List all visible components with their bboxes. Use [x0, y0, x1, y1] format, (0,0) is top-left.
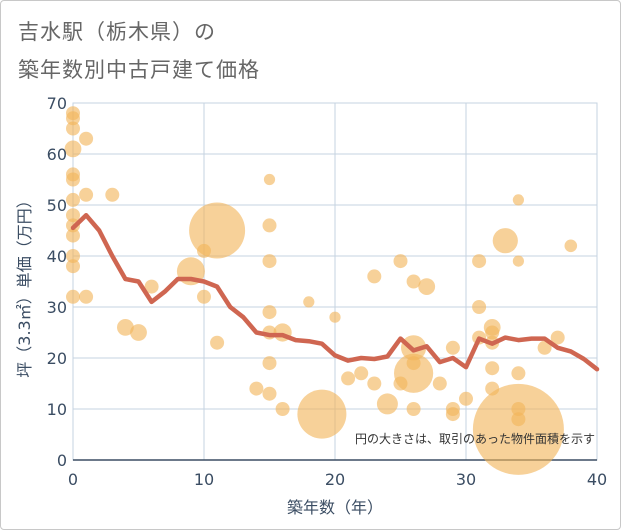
bubble-point [367, 376, 382, 391]
bubble-point [130, 324, 147, 341]
x-tick-label: 0 [68, 470, 78, 489]
bubble-point [249, 381, 264, 396]
bubble-point [537, 340, 552, 355]
bubble-point [262, 356, 277, 371]
y-tick-label: 50 [47, 196, 67, 215]
bubble-point [564, 239, 578, 253]
bubble-layer [64, 106, 578, 475]
bubble-point [376, 393, 398, 415]
trend-line [70, 212, 600, 372]
bubble-point [275, 402, 290, 416]
bubble-point [66, 111, 80, 126]
bubble-point [303, 296, 315, 308]
bubble-point [393, 254, 408, 269]
bubble-point [79, 289, 94, 304]
bubble-point [445, 407, 460, 422]
bubble-point [418, 278, 436, 295]
bubble-point [406, 274, 421, 289]
bubble-point [105, 187, 120, 202]
bubble-point [144, 279, 159, 294]
y-tick-label: 60 [47, 145, 67, 164]
bubble-point [394, 353, 434, 393]
bubble-point [367, 269, 382, 284]
bubble-point [66, 192, 80, 207]
bubble-point [117, 319, 134, 336]
x-axis-label: 築年数（年） [287, 498, 383, 517]
bubble-point [472, 254, 487, 269]
y-tick-label: 30 [47, 298, 67, 317]
x-tick-label: 20 [325, 470, 345, 489]
bubble-point [64, 140, 82, 158]
bubble-point [406, 402, 421, 416]
bubble-point [262, 386, 277, 401]
y-axis-label: 坪（3.3㎡）単価（万円） [15, 192, 34, 377]
bubble-point [66, 121, 80, 136]
bubble-point [262, 254, 277, 269]
y-tick-label: 0 [57, 451, 67, 470]
bubble-point [445, 340, 460, 355]
y-tick-label: 20 [47, 349, 67, 368]
bubble-point [485, 361, 500, 376]
bubble-point [512, 194, 525, 206]
bubble-point [550, 330, 565, 345]
y-tick-label: 10 [47, 400, 67, 419]
bubble-point [189, 202, 246, 259]
bubble-point [66, 259, 80, 274]
bubble-point [511, 366, 526, 381]
bubble-point [262, 218, 277, 233]
bubble-point [472, 383, 564, 475]
bubble-point [262, 305, 277, 320]
bubble-point [485, 325, 500, 340]
bubble-point [66, 208, 80, 223]
bubble-point [66, 289, 80, 304]
bubble-point [512, 255, 525, 267]
bubble-point [297, 389, 347, 439]
bubble-point [79, 131, 94, 146]
bubble-point [79, 187, 94, 202]
bubble-point [432, 376, 447, 391]
x-tick-label: 40 [587, 470, 607, 489]
bubble-point [459, 391, 473, 406]
bubble-point [472, 300, 487, 314]
bubble-point [329, 311, 341, 323]
chart-title-line2: 築年数別中古戸建て価格 [18, 58, 260, 82]
bubble-point [354, 366, 369, 381]
bubble-point [66, 172, 80, 187]
tick-layer: 0 10 20 30 40 50 60 70 0 10 20 30 40 [47, 94, 608, 489]
bubble-point [66, 228, 80, 243]
bubble-point [492, 228, 518, 254]
bubble-point [341, 371, 356, 386]
bubble-point [197, 289, 211, 304]
bubble-point [263, 173, 276, 186]
bubble-point [66, 249, 80, 263]
x-tick-label: 10 [194, 470, 214, 489]
x-tick-label: 30 [456, 470, 476, 489]
chart-annotation: 円の大きさは、取引のあった物件面積を示す [355, 431, 595, 446]
trend-layer [70, 212, 600, 372]
y-tick-label: 70 [47, 94, 67, 113]
y-tick-label: 40 [47, 247, 67, 266]
bubble-point [210, 335, 225, 350]
chart-title-line1: 吉水駅（栃木県）の [18, 20, 216, 44]
